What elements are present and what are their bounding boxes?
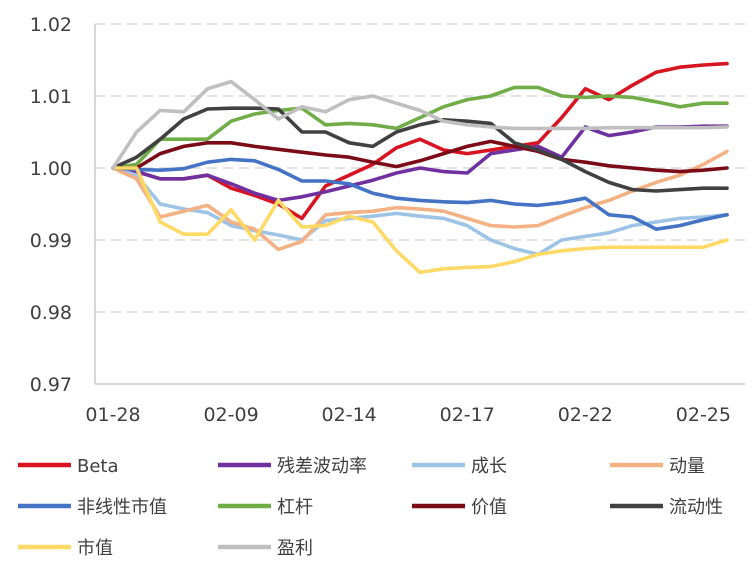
legend-label: 非线性市值 [77, 497, 167, 518]
x-tick-label: 01-28 [85, 404, 140, 426]
series-line-4 [111, 149, 729, 252]
x-tick-label: 02-14 [322, 404, 377, 426]
legend-label: Beta [77, 456, 119, 477]
series-line-3 [111, 166, 729, 257]
y-tick-label: 1.01 [30, 86, 72, 108]
legend-label: 杠杆 [277, 497, 313, 518]
y-tick-label: 1.00 [30, 158, 72, 180]
x-tick-label: 02-22 [558, 404, 613, 426]
legend-label: 残差波动率 [277, 456, 367, 477]
series-line-8 [111, 106, 729, 193]
y-tick-label: 0.98 [30, 302, 72, 324]
legend-label: 动量 [669, 456, 705, 477]
series-lines [111, 61, 729, 275]
series-line-6 [111, 85, 729, 170]
x-tick-label: 02-17 [440, 404, 495, 426]
legend-label: 成长 [471, 456, 507, 477]
series-line-5 [111, 157, 729, 231]
series-line-7 [111, 139, 729, 174]
legend-label: 流动性 [669, 497, 723, 518]
legend-label: 价值 [471, 497, 507, 518]
y-tick-label: 0.99 [30, 230, 72, 252]
series-line-9 [111, 166, 729, 275]
series-line-2 [111, 124, 729, 203]
x-tick-label: 02-25 [676, 404, 731, 426]
y-tick-label: 0.97 [30, 374, 72, 396]
axes: 0.97 0.98 0.99 1.00 1.01 1.02 01-28 02-09 02-14 0… [30, 14, 745, 426]
x-tick-label: 02-09 [203, 404, 258, 426]
series-line-10 [111, 79, 729, 170]
legend-label: 盈利 [277, 538, 313, 559]
legend-label: 市值 [77, 538, 113, 559]
y-tick-label: 1.02 [30, 14, 72, 36]
